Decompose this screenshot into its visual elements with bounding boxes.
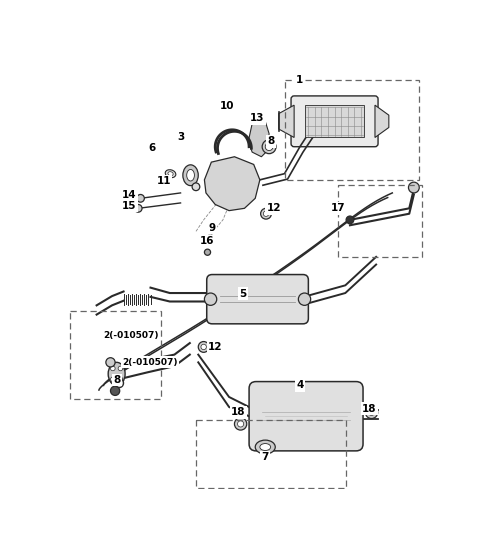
Ellipse shape [183,165,198,186]
Text: 18: 18 [231,407,246,417]
Circle shape [192,183,200,191]
Circle shape [110,377,115,382]
Text: 17: 17 [331,203,346,214]
Text: 18: 18 [362,404,376,413]
Text: 12: 12 [266,203,281,214]
Text: 15: 15 [122,201,136,211]
Ellipse shape [165,170,176,178]
FancyBboxPatch shape [305,105,364,137]
Text: 1: 1 [296,75,303,85]
Text: 6: 6 [148,143,156,153]
Text: 8: 8 [113,375,120,385]
Text: 5: 5 [240,289,247,299]
Circle shape [110,366,115,371]
Circle shape [234,418,247,430]
Circle shape [137,194,144,202]
Circle shape [299,293,311,305]
Text: 14: 14 [121,191,136,200]
Circle shape [238,421,244,427]
Circle shape [110,386,120,395]
Text: 13: 13 [250,113,265,123]
Text: 12: 12 [208,342,222,352]
Bar [285,80,419,180]
Circle shape [204,293,217,305]
Circle shape [369,410,374,416]
Polygon shape [375,105,389,137]
Text: 8: 8 [267,136,274,147]
Circle shape [264,211,269,216]
Circle shape [261,208,271,219]
Circle shape [134,204,142,212]
Ellipse shape [108,362,125,385]
Text: 11: 11 [156,176,171,186]
Polygon shape [248,121,269,157]
Circle shape [114,378,123,388]
Bar [71,311,161,399]
Bar [196,420,346,488]
Text: 4: 4 [296,380,303,390]
Text: 10: 10 [219,101,234,111]
Circle shape [198,341,209,352]
Ellipse shape [204,236,215,243]
Circle shape [365,406,378,418]
Circle shape [204,249,211,255]
Ellipse shape [255,440,275,454]
Text: 3: 3 [177,132,184,142]
Circle shape [262,140,276,154]
Text: 9: 9 [208,222,216,233]
FancyBboxPatch shape [207,274,308,324]
Text: 7: 7 [262,452,269,462]
Polygon shape [204,157,260,211]
Ellipse shape [187,170,194,181]
Circle shape [265,143,273,150]
Circle shape [118,366,123,371]
Text: 2(-010507): 2(-010507) [103,331,158,340]
Polygon shape [279,105,294,137]
Ellipse shape [168,172,173,176]
Circle shape [346,216,354,224]
FancyBboxPatch shape [249,382,363,451]
Ellipse shape [260,444,271,451]
Text: 16: 16 [200,237,215,247]
Text: 2(-010507): 2(-010507) [122,358,178,367]
Circle shape [201,344,206,350]
Circle shape [106,358,115,367]
Bar [338,185,421,257]
Circle shape [118,377,123,382]
Circle shape [408,182,419,193]
Circle shape [207,236,213,242]
FancyBboxPatch shape [291,96,378,147]
